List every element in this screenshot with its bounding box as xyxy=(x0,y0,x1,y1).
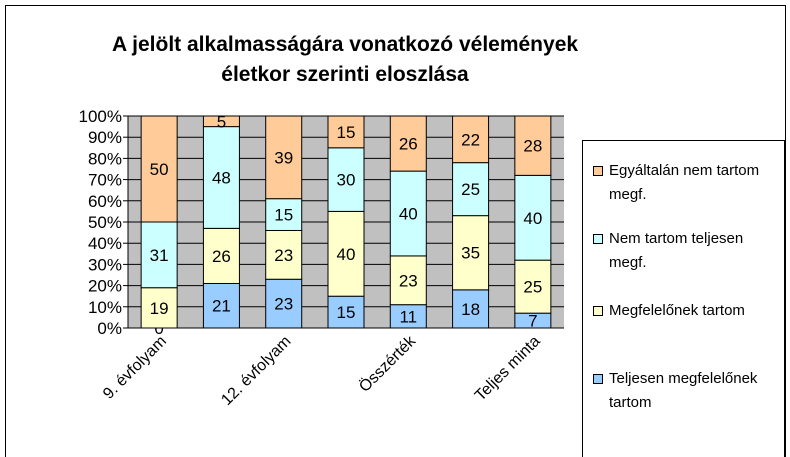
bar-segment xyxy=(452,115,490,164)
legend-entry: Megfelelőnek tartom xyxy=(593,299,778,323)
data-label: 40 xyxy=(337,245,356,264)
bar-segment xyxy=(452,162,490,217)
data-label: 39 xyxy=(274,148,293,167)
data-label: 21 xyxy=(212,297,231,316)
y-tick-label: 80% xyxy=(88,149,122,168)
plot-area: 0%10%20%30%40%50%60%70%80%90%100%0193150… xyxy=(79,107,564,409)
data-label: 40 xyxy=(523,209,542,228)
legend-swatch xyxy=(593,234,603,244)
data-label: 19 xyxy=(150,299,169,318)
y-tick-label: 10% xyxy=(88,298,122,317)
data-label: 15 xyxy=(337,123,356,142)
legend-swatch xyxy=(593,166,603,176)
data-label: 48 xyxy=(212,168,231,187)
data-label: 11 xyxy=(399,307,417,326)
data-label: 25 xyxy=(523,278,542,297)
data-label: 5 xyxy=(217,112,226,131)
y-tick-label: 50% xyxy=(88,213,122,232)
data-label: 18 xyxy=(461,300,480,319)
bar-segment xyxy=(389,115,427,172)
data-label: 15 xyxy=(274,206,293,225)
y-tick-label: 30% xyxy=(88,255,122,274)
bar-segment xyxy=(452,215,490,291)
data-label: 50 xyxy=(150,160,169,179)
y-tick-label: 90% xyxy=(88,128,122,147)
bar-segment xyxy=(389,170,427,257)
legend-entry: Egyáltalán nem tartom megf. xyxy=(593,159,778,207)
legend: Egyáltalán nem tartom megf. Nem tartom te… xyxy=(582,140,785,457)
legend-entry: Nem tartom teljesen megf. xyxy=(593,227,778,275)
data-label: 30 xyxy=(337,171,356,190)
data-label: 26 xyxy=(212,247,231,266)
y-tick-label: 20% xyxy=(88,277,122,296)
y-tick-label: 40% xyxy=(88,234,122,253)
legend-label: Megfelelőnek tartom xyxy=(609,302,745,319)
y-tick-label: 60% xyxy=(88,192,122,211)
data-label: 31 xyxy=(150,246,169,265)
bar-segment xyxy=(202,227,240,284)
legend-swatch xyxy=(593,374,603,384)
bar-segment xyxy=(327,210,365,297)
data-label: 23 xyxy=(274,246,293,265)
bar-segment xyxy=(327,115,365,149)
data-label: 7 xyxy=(528,312,537,331)
y-tick-label: 70% xyxy=(88,171,122,190)
data-label: 23 xyxy=(274,295,293,314)
bar-segment xyxy=(140,115,178,223)
data-label: 26 xyxy=(399,135,418,154)
bar-segment xyxy=(202,115,240,128)
legend-label: Egyáltalán nem tartom megf. xyxy=(609,162,760,203)
data-label: 25 xyxy=(461,180,480,199)
data-label: 23 xyxy=(399,271,418,290)
data-label: 40 xyxy=(399,205,418,224)
bar-segment xyxy=(265,278,303,329)
bar-segment xyxy=(140,287,178,329)
y-tick-label: 0% xyxy=(97,319,122,338)
data-label: 22 xyxy=(461,130,480,149)
y-tick-label: 100% xyxy=(79,107,122,126)
data-label: 15 xyxy=(337,303,356,322)
bar-segment xyxy=(265,229,303,280)
legend-label: Teljesen megfelelőnek tartom xyxy=(609,370,758,411)
bar-segment xyxy=(514,115,552,176)
data-label: 28 xyxy=(523,137,542,156)
bar-segment xyxy=(202,126,240,229)
data-label: 35 xyxy=(461,244,480,263)
chart-title: A jelölt alkalmasságára vonatkozó vélemé… xyxy=(111,33,579,86)
legend-label: Nem tartom teljesen megf. xyxy=(609,230,744,271)
legend-swatch xyxy=(593,306,603,316)
bar-segment xyxy=(265,115,303,200)
bar-segment xyxy=(389,255,427,306)
legend-entry: Teljesen megfelelőnek tartom xyxy=(593,367,778,415)
bar-segment xyxy=(514,259,552,314)
